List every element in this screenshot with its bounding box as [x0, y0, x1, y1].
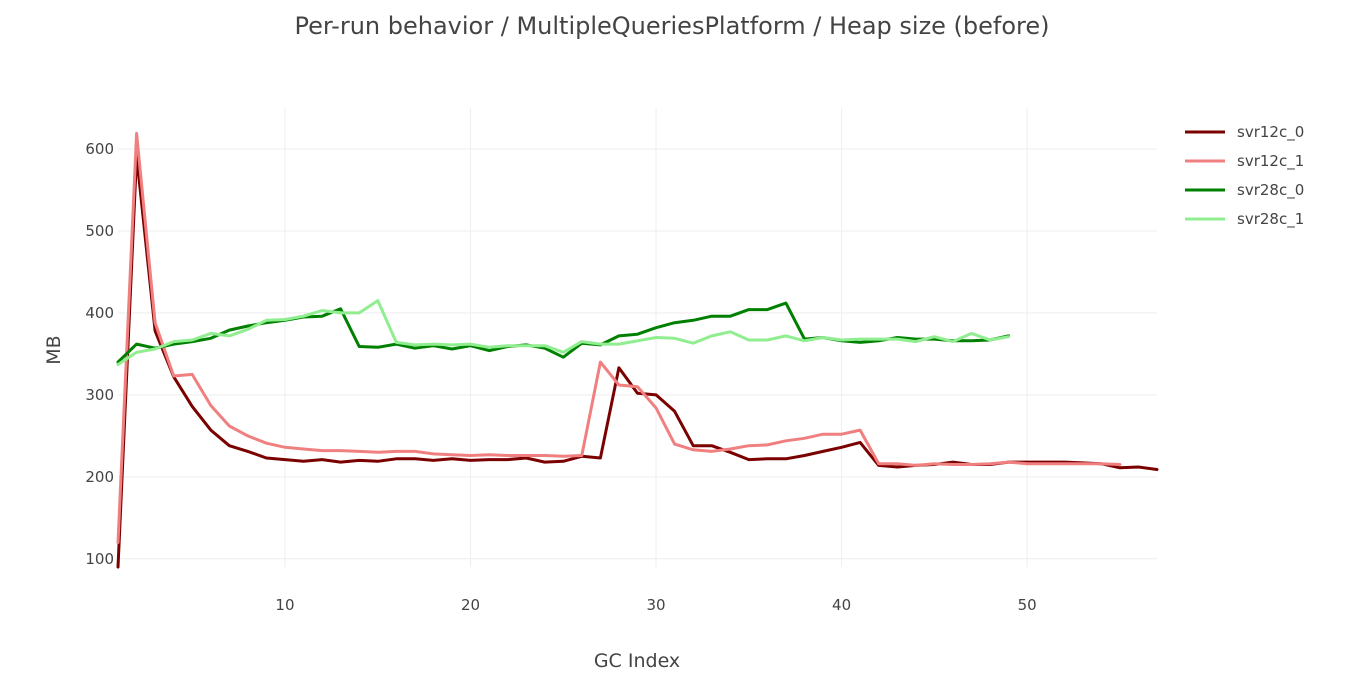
legend[interactable]: svr12c_0 svr12c_1 svr28c_0 svr28c_1 — [1185, 123, 1304, 229]
y-axis-ticks: 100 200 300 400 500 600 — [85, 140, 114, 568]
y-tick-label: 100 — [85, 550, 114, 568]
legend-item-svr12c_1[interactable]: svr12c_1 — [1185, 152, 1304, 171]
y-tick-label: 200 — [85, 468, 114, 486]
x-tick-label: 20 — [461, 596, 480, 614]
y-tick-label: 500 — [85, 222, 114, 240]
y-axis-title: MB — [43, 335, 65, 364]
y-tick-label: 600 — [85, 140, 114, 158]
series-line-svr28c_1[interactable] — [116, 299, 1011, 366]
x-tick-label: 40 — [832, 596, 851, 614]
legend-label: svr12c_0 — [1237, 123, 1304, 142]
y-grid — [118, 148, 1157, 560]
x-axis-title: GC Index — [594, 650, 680, 672]
series-line-svr12c_1[interactable] — [116, 131, 1122, 544]
series-line-svr12c_0[interactable] — [116, 154, 1159, 569]
legend-label: svr28c_1 — [1237, 210, 1304, 229]
x-tick-label: 50 — [1018, 596, 1037, 614]
legend-label: svr28c_0 — [1237, 181, 1304, 200]
legend-item-svr28c_1[interactable]: svr28c_1 — [1185, 210, 1304, 229]
legend-item-svr28c_0[interactable]: svr28c_0 — [1185, 181, 1304, 200]
chart-title: Per-run behavior / MultipleQueriesPlatfo… — [294, 12, 1049, 40]
plot-area — [116, 131, 1159, 569]
x-tick-label: 10 — [275, 596, 294, 614]
x-tick-label: 30 — [647, 596, 666, 614]
series-line-svr28c_0[interactable] — [116, 301, 1011, 364]
y-tick-label: 400 — [85, 304, 114, 322]
legend-item-svr12c_0[interactable]: svr12c_0 — [1185, 123, 1304, 142]
x-axis-ticks: 10 20 30 40 50 — [275, 596, 1036, 614]
y-tick-label: 300 — [85, 386, 114, 404]
legend-label: svr12c_1 — [1237, 152, 1304, 171]
